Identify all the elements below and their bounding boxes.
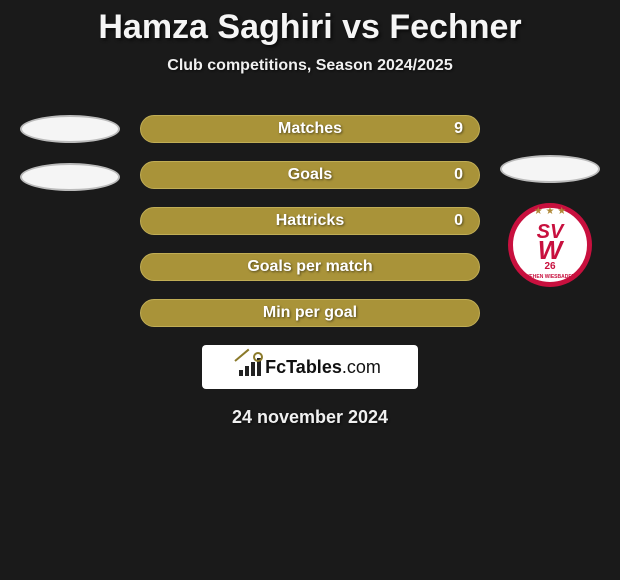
page-subtitle: Club competitions, Season 2024/2025 <box>0 57 620 75</box>
stat-value: 9 <box>454 120 463 138</box>
stat-value: 0 <box>454 166 463 184</box>
page-title: Hamza Saghiri vs Fechner <box>0 8 620 47</box>
club-placeholder-icon <box>20 163 120 191</box>
stat-label: Goals per match <box>247 258 372 276</box>
brand-link[interactable]: FcTables.com <box>202 345 418 389</box>
player-placeholder-icon <box>500 155 600 183</box>
footer: FcTables.com 24 november 2024 <box>0 345 620 428</box>
stat-value: 0 <box>454 212 463 230</box>
brand-bold: FcTables <box>265 357 342 377</box>
date-text: 24 november 2024 <box>232 407 388 428</box>
stat-bar-matches: Matches 9 <box>140 115 480 143</box>
badge-text: ·WEHEN WIESBADEN· <box>523 274 577 280</box>
stat-label: Hattricks <box>276 212 344 230</box>
badge-stars-icon: ★ ★ ★ <box>534 206 566 217</box>
stat-label: Min per goal <box>263 304 357 322</box>
stat-bar-min-per-goal: Min per goal <box>140 299 480 327</box>
stat-bar-goals-per-match: Goals per match <box>140 253 480 281</box>
badge-w: W <box>538 240 563 261</box>
brand-text: FcTables.com <box>265 357 381 378</box>
stat-bar-goals: Goals 0 <box>140 161 480 189</box>
right-side: ★ ★ ★ SV W 26 ·WEHEN WIESBADEN· <box>500 115 600 287</box>
player-placeholder-icon <box>20 115 120 143</box>
stat-label: Goals <box>288 166 332 184</box>
brand-light: .com <box>342 357 381 377</box>
stat-bars: Matches 9 Goals 0 Hattricks 0 Goals per … <box>140 115 480 327</box>
chart-icon <box>239 358 261 376</box>
content-row: Matches 9 Goals 0 Hattricks 0 Goals per … <box>0 115 620 327</box>
stat-label: Matches <box>278 120 342 138</box>
stat-bar-hattricks: Hattricks 0 <box>140 207 480 235</box>
club-badge-icon: ★ ★ ★ SV W 26 ·WEHEN WIESBADEN· <box>508 203 592 287</box>
left-side <box>20 115 120 191</box>
badge-year: 26 <box>544 261 555 272</box>
